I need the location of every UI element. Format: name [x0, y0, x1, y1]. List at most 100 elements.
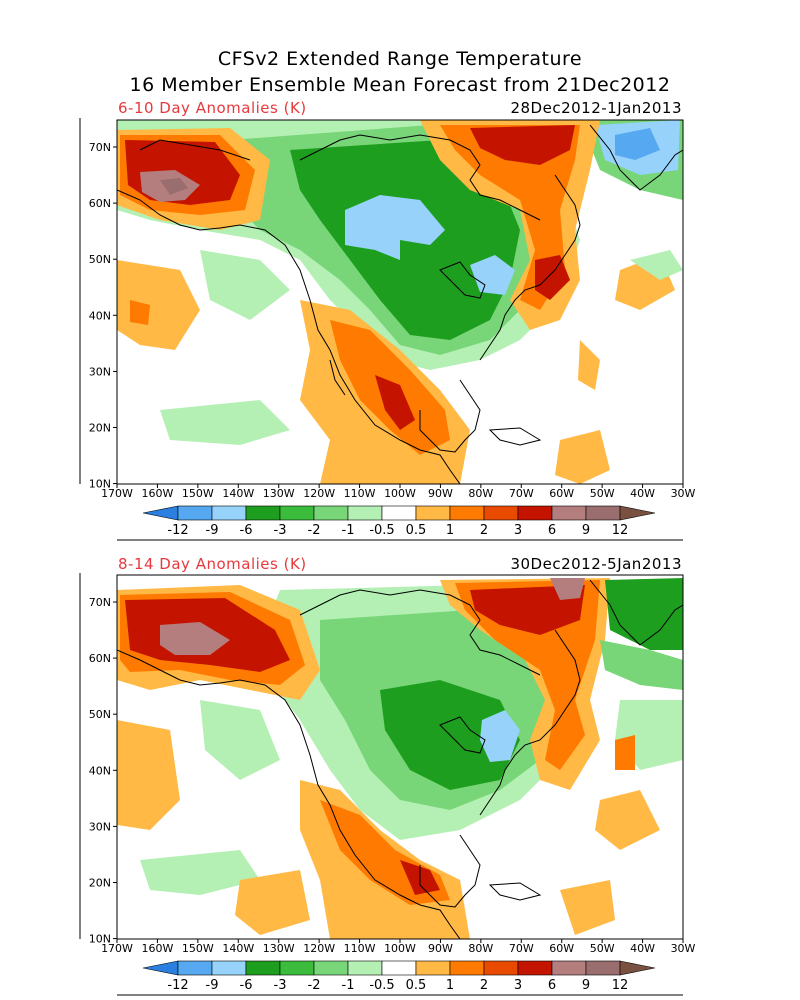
lat-tick-label: 20N — [89, 422, 111, 435]
colorbar-swatch — [347, 960, 383, 976]
colorbar-label: 12 — [612, 978, 629, 993]
panel1-map — [117, 120, 683, 484]
anomaly-cold-light — [345, 195, 445, 260]
panel1-dates: 28Dec2012-1Jan2013 — [510, 99, 682, 117]
lon-tick-label: 140W — [222, 487, 254, 500]
lat-tick-label: 70N — [89, 596, 111, 609]
lon-tick-label: 90W — [428, 487, 453, 500]
lon-tick-label: 60W — [549, 942, 574, 955]
lon-tick-label: 170W — [101, 942, 133, 955]
colorbar-label: 1 — [446, 978, 454, 993]
colorbar-swatch — [619, 960, 656, 976]
lon-tick-label: 30W — [671, 487, 696, 500]
colorbar-label: 6 — [548, 978, 556, 993]
colorbar-label: 3 — [514, 523, 522, 538]
panel1-label: 6-10 Day Anomalies (K) — [118, 99, 307, 117]
colorbar-label: -3 — [274, 523, 287, 538]
chart-title-line-2: 16 Member Ensemble Mean Forecast from 21… — [129, 74, 671, 96]
lat-tick-label: 10N — [89, 933, 111, 946]
lat-tick-label: 20N — [89, 877, 111, 890]
lon-tick-label: 80W — [468, 942, 493, 955]
colorbar-swatch — [483, 505, 519, 521]
colorbar-swatch — [313, 960, 349, 976]
lon-tick-label: 110W — [344, 942, 376, 955]
lat-tick-label: 70N — [89, 141, 111, 154]
lon-tick-label: 90W — [428, 942, 453, 955]
lon-tick-label: 160W — [141, 942, 173, 955]
colorbar-label: 6 — [548, 523, 556, 538]
colorbar-label: -2 — [308, 523, 321, 538]
lon-tick-label: 50W — [590, 487, 615, 500]
colorbar-label: 3 — [514, 978, 522, 993]
colorbar-swatch — [279, 960, 315, 976]
lat-tick-label: 10N — [89, 478, 111, 491]
lat-tick-label: 50N — [89, 253, 111, 266]
colorbar-swatch — [245, 960, 281, 976]
lon-tick-label: 50W — [590, 942, 615, 955]
lon-tick-label: 120W — [303, 942, 335, 955]
lon-tick-label: 70W — [509, 487, 534, 500]
lon-tick-label: 100W — [384, 487, 416, 500]
lat-tick-label: 60N — [89, 197, 111, 210]
colorbar-swatch — [211, 960, 247, 976]
colorbar-label: -12 — [167, 978, 188, 993]
colorbar-swatch — [347, 505, 383, 521]
colorbar-swatch — [415, 505, 451, 521]
colorbar-swatch — [619, 505, 656, 521]
colorbar-swatch — [279, 505, 315, 521]
colorbar-label: 2 — [480, 523, 488, 538]
colorbar-label: 1 — [446, 523, 454, 538]
lat-tick-label: 50N — [89, 708, 111, 721]
colorbar-label: -1 — [342, 978, 355, 993]
colorbar-label: -0.5 — [369, 978, 394, 993]
colorbar-swatch — [449, 505, 485, 521]
lon-tick-label: 70W — [509, 942, 534, 955]
chart-title-line-1: CFSv2 Extended Range Temperature — [217, 48, 583, 70]
colorbar-label: -6 — [240, 978, 253, 993]
lon-tick-label: 150W — [182, 942, 214, 955]
lat-tick-label: 60N — [89, 652, 111, 665]
colorbar-swatch — [211, 505, 247, 521]
colorbar-swatch — [483, 960, 519, 976]
lon-tick-label: 160W — [141, 487, 173, 500]
colorbar-swatch — [585, 960, 621, 976]
anomaly-cold-light — [470, 255, 515, 295]
colorbar-swatch — [177, 505, 213, 521]
lon-tick-label: 140W — [222, 942, 254, 955]
lat-tick-label: 30N — [89, 820, 111, 833]
lon-tick-label: 120W — [303, 487, 335, 500]
colorbar-label: -3 — [274, 978, 287, 993]
lon-tick-label: 130W — [263, 942, 295, 955]
colorbar-swatch — [245, 505, 281, 521]
colorbar-label: 12 — [612, 523, 629, 538]
lon-tick-label: 100W — [384, 942, 416, 955]
colorbar-label: -2 — [308, 978, 321, 993]
colorbar-label: 2 — [480, 978, 488, 993]
colorbar-swatch — [517, 960, 553, 976]
colorbar-label: 0.5 — [406, 978, 427, 993]
colorbar-swatch — [381, 505, 417, 521]
lon-tick-label: 60W — [549, 487, 574, 500]
colorbar-swatch — [142, 505, 179, 521]
lon-tick-label: 30W — [671, 942, 696, 955]
panel2-map — [117, 575, 683, 939]
colorbar-swatch — [177, 960, 213, 976]
lon-tick-label: 130W — [263, 487, 295, 500]
lon-tick-label: 150W — [182, 487, 214, 500]
panel2-dates: 30Dec2012-5Jan2013 — [510, 555, 682, 573]
colorbar-swatch — [381, 960, 417, 976]
panel2-label: 8-14 Day Anomalies (K) — [118, 555, 307, 573]
colorbar-label: 9 — [582, 523, 590, 538]
colorbar-label: -6 — [240, 523, 253, 538]
colorbar-swatch — [313, 505, 349, 521]
lat-tick-label: 30N — [89, 365, 111, 378]
colorbar-swatch — [551, 505, 587, 521]
lat-tick-label: 40N — [89, 764, 111, 777]
colorbar-label: -9 — [206, 978, 219, 993]
lon-tick-label: 170W — [101, 487, 133, 500]
colorbar-swatch — [551, 960, 587, 976]
lon-tick-label: 80W — [468, 487, 493, 500]
colorbar-label: 9 — [582, 978, 590, 993]
colorbar-label: 0.5 — [406, 523, 427, 538]
